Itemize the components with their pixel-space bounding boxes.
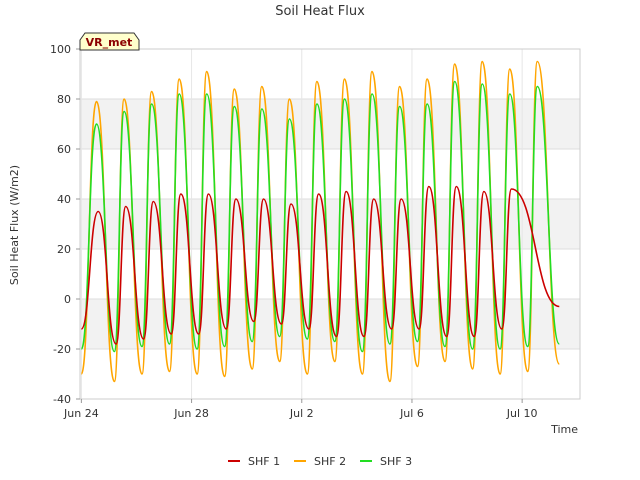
- x-tick-label: Jun 24: [63, 407, 99, 420]
- series-layer: [80, 60, 561, 383]
- y-axis-label: Soil Heat Flux (W/m2): [8, 165, 21, 285]
- plot-frame: [79, 48, 581, 400]
- grid-band: [80, 199, 580, 249]
- x-axis-label: Time: [550, 423, 578, 436]
- x-tick-label: Jun 28: [173, 407, 209, 420]
- x-axis: Jun 24 Jun 28 Jul 2 Jul 6 Jul 10: [63, 399, 538, 420]
- y-tick-label: 0: [64, 293, 71, 306]
- series-line-shf-3: [80, 80, 561, 353]
- grid-band: [80, 99, 580, 149]
- y-tick-label: 20: [57, 243, 71, 256]
- y-tick-label: 40: [57, 193, 71, 206]
- x-tick-label: Jul 6: [399, 407, 424, 420]
- series-line-shf-1: [80, 185, 560, 345]
- x-tick-label: Jul 10: [506, 407, 538, 420]
- y-tick-label: 100: [50, 43, 71, 56]
- legend-label: SHF 1: [248, 455, 280, 468]
- badge-shape: [79, 32, 140, 51]
- y-tick-label: -20: [53, 343, 71, 356]
- y-tick-label: 60: [57, 143, 71, 156]
- chart-title: Soil Heat Flux: [275, 4, 365, 19]
- badge-label: VR_met: [86, 36, 133, 49]
- legend-label: SHF 3: [380, 455, 412, 468]
- y-tick-label: 80: [57, 93, 71, 106]
- x-tick-label: Jul 2: [289, 407, 314, 420]
- station-badge: VR_met: [79, 32, 140, 51]
- y-tick-label: -40: [53, 393, 71, 406]
- legend-label: SHF 2: [314, 455, 346, 468]
- legend: SHF 1 SHF 2 SHF 3: [228, 455, 412, 468]
- y-axis: -40 -20 0 20 40 60 80 100: [50, 43, 80, 406]
